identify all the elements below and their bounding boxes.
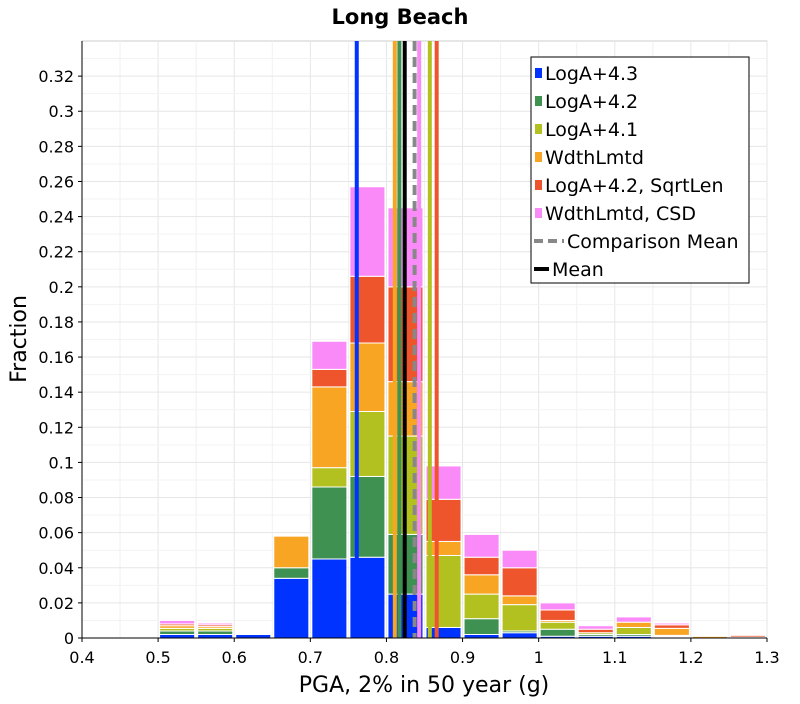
- bar-segment: [311, 340, 348, 370]
- bar-segment: [577, 628, 614, 634]
- y-tick-label: 0.2: [49, 278, 74, 297]
- y-tick-label: 0.02: [38, 594, 74, 613]
- bar-segment: [501, 632, 538, 639]
- legend-label: WdthLmtd, CSD: [545, 203, 696, 225]
- legend-swatch: [535, 180, 542, 190]
- y-tick-label: 0.16: [38, 348, 74, 367]
- bar-segment: [539, 609, 576, 621]
- legend-label: Comparison Mean: [567, 231, 739, 253]
- bar-segment: [463, 618, 500, 635]
- bar-segment: [729, 634, 767, 638]
- bar-segment: [501, 549, 538, 569]
- bar-segment: [311, 368, 348, 388]
- legend-swatch: [535, 96, 542, 106]
- legend: LogA+4.3 LogA+4.2 LogA+4.1 WdthLmtd LogA+4.2…: [530, 56, 750, 284]
- legend-label: LogA+4.2: [545, 91, 638, 113]
- bar-segment: [425, 554, 462, 628]
- y-tick-label: 0.18: [38, 313, 74, 332]
- legend-swatch: [535, 208, 542, 218]
- bar-segment: [463, 556, 500, 576]
- legend-label: LogA+4.2, SqrtLen: [545, 175, 724, 197]
- bar-segment: [311, 558, 348, 639]
- y-tick-label: 0.14: [38, 383, 74, 402]
- y-tick-label: 0.1: [49, 453, 74, 472]
- bar-segment: [653, 627, 690, 636]
- legend-label: LogA+4.3: [545, 63, 638, 85]
- bar-segment: [273, 567, 310, 579]
- bar-segment: [615, 616, 652, 623]
- x-tick-label: 0.8: [374, 648, 399, 667]
- bar-segment: [311, 486, 348, 560]
- bar-segment: [615, 626, 652, 635]
- x-tick-label: 1.1: [602, 648, 627, 667]
- y-tick-label: 0.28: [38, 137, 74, 156]
- bar-segment: [121, 635, 158, 638]
- x-tick-label: 0.6: [221, 648, 246, 667]
- y-tick-label: 0.04: [38, 559, 74, 578]
- y-tick-label: 0.06: [38, 524, 74, 543]
- bar-segment: [501, 595, 538, 606]
- y-axis-label: Fraction: [7, 295, 32, 383]
- bar-segment: [159, 630, 196, 635]
- bar-segment: [501, 567, 538, 597]
- bar-segment: [197, 622, 234, 626]
- bar-segment: [539, 621, 576, 630]
- y-tick-label: 0: [64, 629, 74, 648]
- bar-segment: [311, 386, 348, 469]
- y-tick-label: 0.26: [38, 172, 74, 191]
- bar-segment: [463, 593, 500, 620]
- bar-segment: [691, 633, 728, 636]
- legend-label: Mean: [552, 259, 604, 281]
- legend-swatch: [535, 68, 542, 78]
- x-axis-label: PGA, 2% in 50 year (g): [299, 673, 550, 698]
- bar-segment: [653, 622, 690, 626]
- y-tick-label: 0.22: [38, 243, 74, 262]
- chart-title: Long Beach: [332, 5, 469, 29]
- bar-segment: [311, 467, 348, 488]
- legend-swatch: [535, 152, 542, 162]
- bar-segment: [197, 630, 234, 635]
- bar-segment: [501, 604, 538, 632]
- y-tick-label: 0.3: [49, 102, 74, 121]
- bar-segment: [235, 631, 272, 634]
- y-tick-label: 0.12: [38, 418, 74, 437]
- bar-segment: [425, 465, 462, 500]
- bar-segment: [197, 633, 234, 639]
- bar-segment: [159, 619, 196, 625]
- x-tick-label: 0.9: [450, 648, 475, 667]
- bar-segment: [273, 535, 310, 569]
- x-tick-label: 0.4: [69, 648, 94, 667]
- bar-segment: [577, 625, 614, 630]
- x-tick-label: 1: [534, 648, 544, 667]
- bar-segment: [615, 621, 652, 628]
- legend-box: [530, 56, 750, 284]
- x-tick-label: 0.7: [298, 648, 323, 667]
- legend-label: LogA+4.1: [545, 119, 638, 141]
- bar-segment: [463, 574, 500, 595]
- y-tick-label: 0.24: [38, 208, 74, 227]
- bar-segment: [653, 624, 690, 629]
- y-tick-label: 0.32: [38, 67, 74, 86]
- y-tick-label: 0.08: [38, 489, 74, 508]
- legend-label: WdthLmtd: [545, 147, 644, 169]
- bar-segment: [159, 633, 196, 639]
- bar-segment: [463, 533, 500, 558]
- bar-segment: [539, 602, 576, 611]
- bar-segment: [235, 633, 272, 639]
- bar-segment: [463, 633, 500, 639]
- legend-swatch: [535, 124, 542, 134]
- bar-segment: [539, 628, 576, 637]
- x-tick-label: 1.2: [678, 648, 703, 667]
- axes: 0.4 0.5 0.6 0.7 0.8 0.9 1 1.1 1.2 1.3 0 0.02 0.04 0.0…: [38, 41, 780, 667]
- x-tick-label: 0.5: [145, 648, 170, 667]
- mean-lines: [354, 41, 439, 638]
- x-tick-label: 1.3: [754, 648, 779, 667]
- bar-segment: [273, 577, 310, 639]
